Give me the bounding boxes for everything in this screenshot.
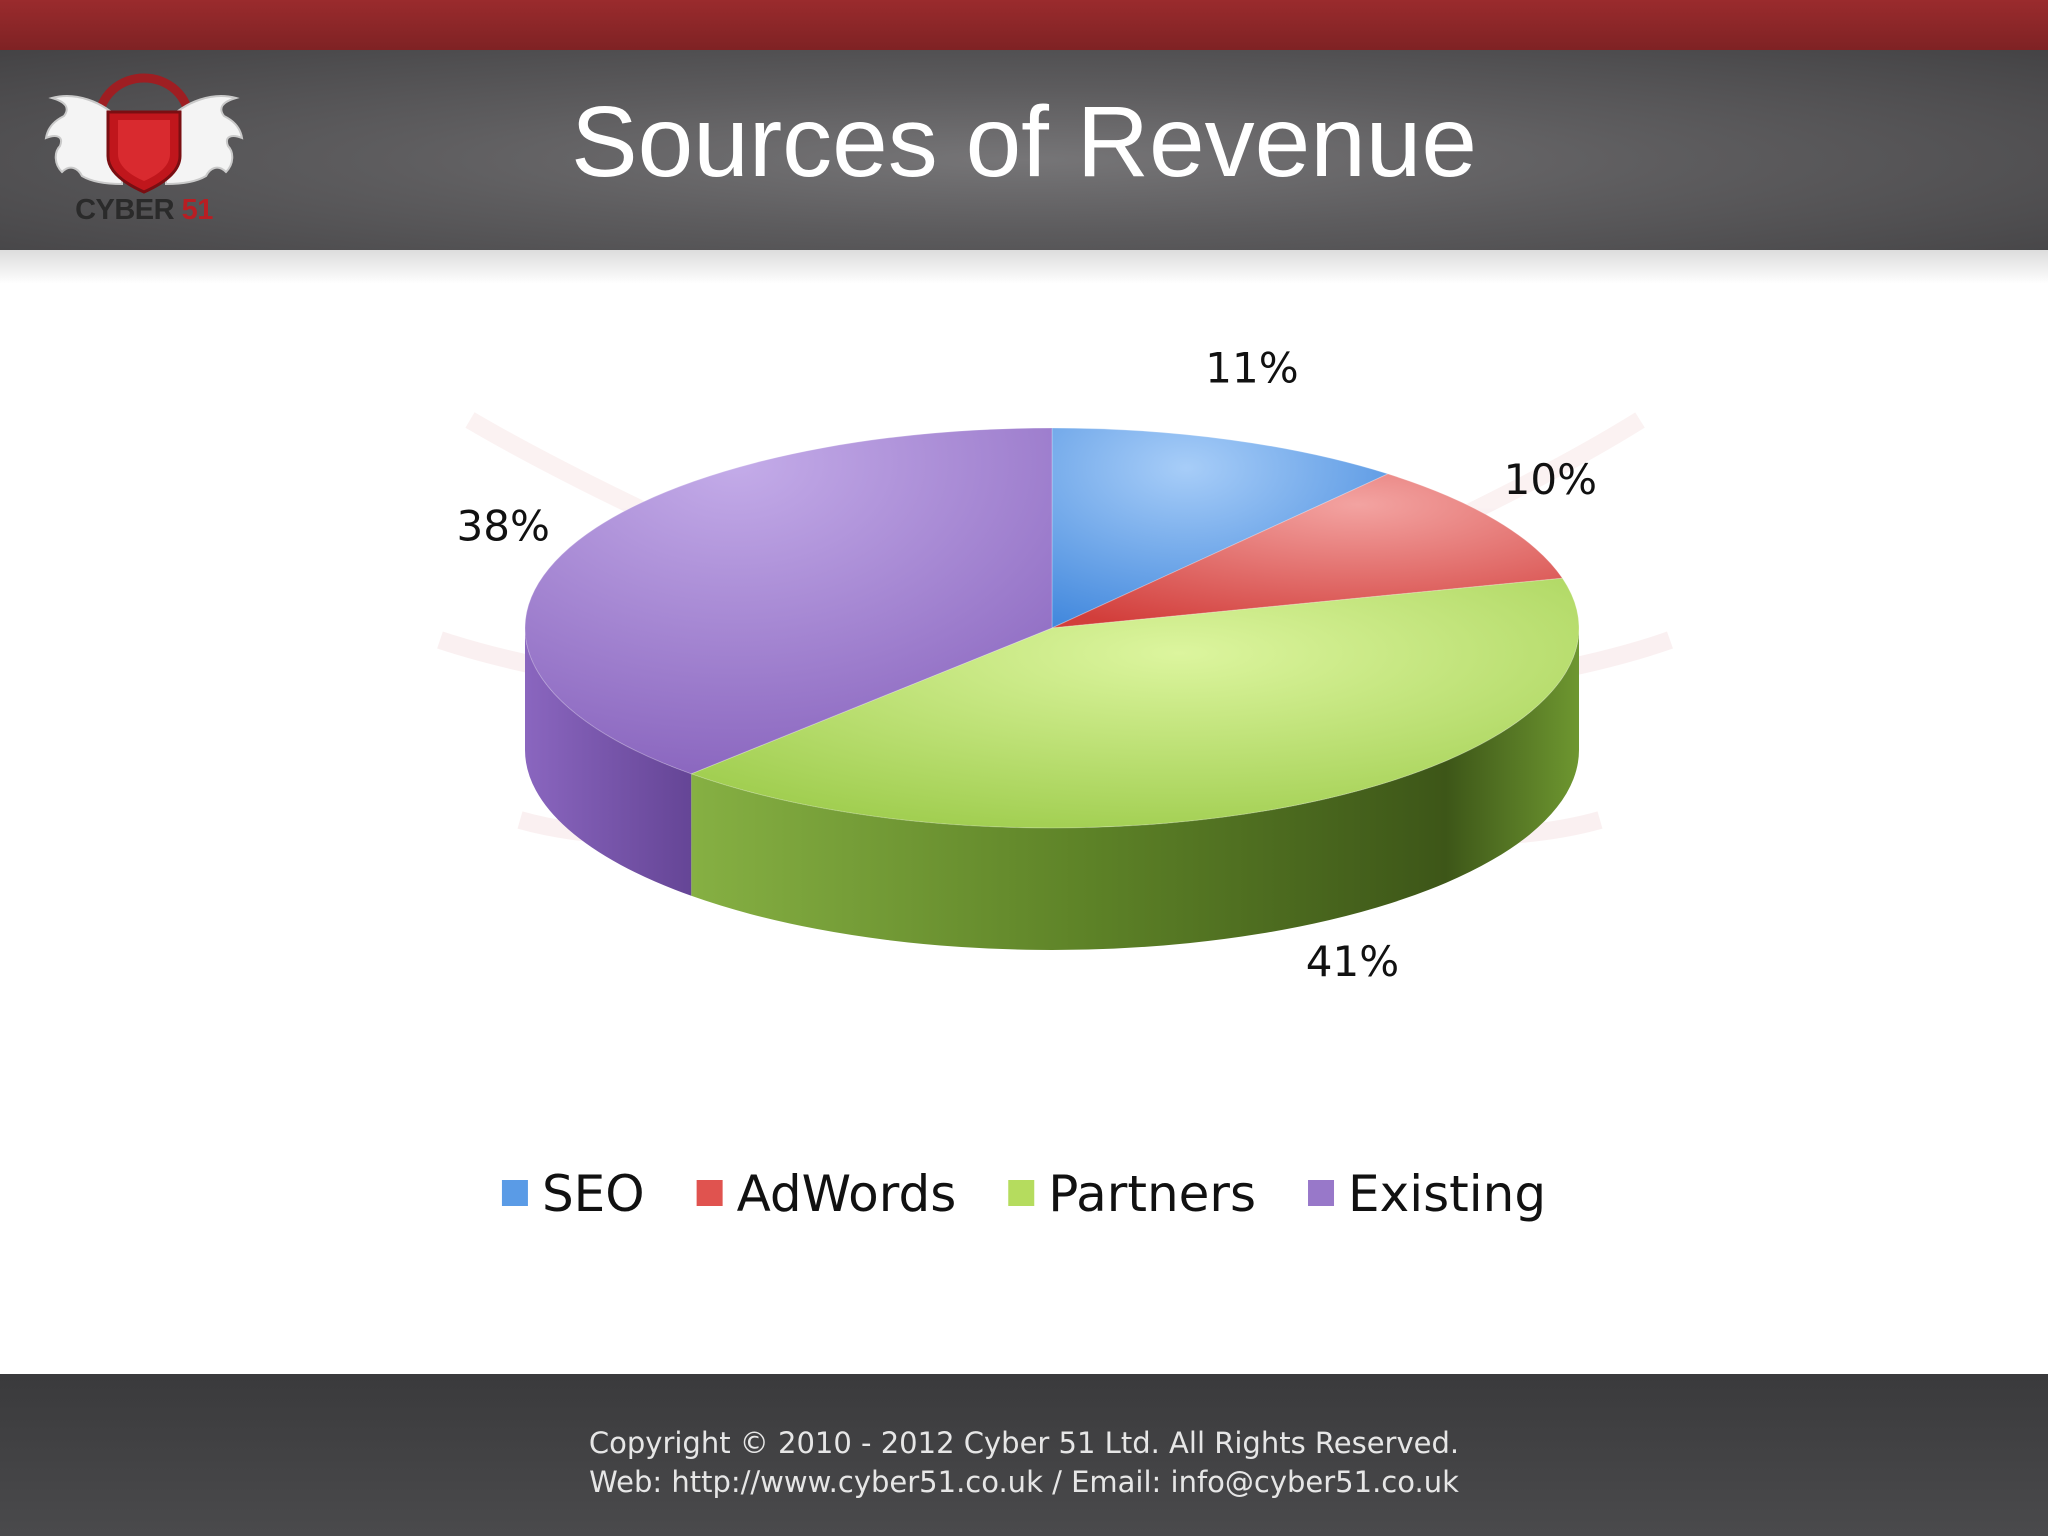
legend-swatch-adwords <box>696 1180 723 1206</box>
pie-data-labels: 11% 10% 41% 38% <box>457 343 1598 986</box>
pie-slice-existing <box>524 427 1053 775</box>
page-title: Sources of Revenue <box>570 86 1478 198</box>
pie-side-partners <box>691 628 1579 950</box>
pie-slice-adwords <box>1051 473 1564 629</box>
pie-slice-partners <box>689 577 1580 829</box>
legend-label-partners: Partners <box>1048 1165 1256 1223</box>
chart-legend: SEO AdWords Partners Existing <box>501 1165 1546 1223</box>
pie-side-existing <box>525 628 692 896</box>
legend-label-existing: Existing <box>1348 1165 1546 1223</box>
legend-label-seo: SEO <box>542 1165 645 1223</box>
pie-side-walls <box>525 628 1579 950</box>
logo-word-51: 51 <box>181 194 214 226</box>
data-label-adwords: 10% <box>1504 455 1597 504</box>
revenue-pie-chart: 11% 10% 41% 38% SEO AdWords Partners Existing <box>437 343 1673 1223</box>
winged-shield-icon <box>44 73 244 194</box>
cyber51-logo: CYBER 51 <box>44 72 244 232</box>
header-shadow <box>0 250 2048 284</box>
legend-swatch-existing <box>1308 1180 1335 1206</box>
slide-footer: Copyright © 2010 - 2012 Cyber 51 Ltd. Al… <box>0 1374 2048 1536</box>
pie-slice-seo <box>1051 427 1390 629</box>
top-accent-strip <box>0 0 2048 50</box>
contact-text: Web: http://www.cyber51.co.uk / Email: i… <box>589 1465 1459 1499</box>
data-label-partners: 41% <box>1306 937 1399 986</box>
logo-wordmark: CYBER 51 <box>44 194 244 227</box>
data-label-seo: 11% <box>1205 343 1298 392</box>
copyright-text: Copyright © 2010 - 2012 Cyber 51 Ltd. Al… <box>588 1426 1460 1460</box>
legend-label-adwords: AdWords <box>737 1165 957 1223</box>
slide-header <box>0 50 2048 250</box>
pie-top-slices <box>524 427 1580 829</box>
legend-swatch-seo <box>501 1180 528 1206</box>
legend-swatch-partners <box>1008 1180 1035 1206</box>
logo-word-cyber: CYBER <box>75 194 175 226</box>
data-label-existing: 38% <box>457 501 550 550</box>
